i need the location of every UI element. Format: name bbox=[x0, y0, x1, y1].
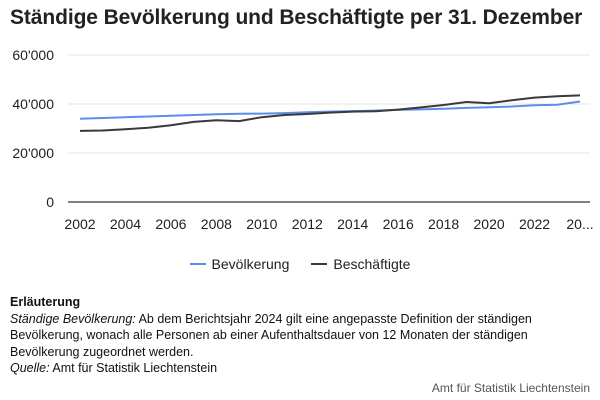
chart-legend: Bevölkerung Beschäftigte bbox=[0, 256, 600, 272]
notes-definition: Ständige Bevölkerung: Ab dem Berichtsjah… bbox=[10, 311, 570, 361]
definition-label: Ständige Bevölkerung: bbox=[10, 311, 136, 326]
definition-text: Ab dem Berichtsjahr 2024 gilt eine angep… bbox=[10, 311, 532, 359]
legend-label-beschaeftigte: Beschäftigte bbox=[333, 256, 411, 272]
x-tick-label: 2010 bbox=[246, 216, 277, 232]
x-tick-label: 20... bbox=[566, 216, 593, 232]
footer-credit: Amt für Statistik Liechtenstein bbox=[431, 381, 590, 395]
chart-title: Ständige Bevölkerung und Beschäftigte pe… bbox=[10, 6, 583, 29]
legend-item-bevoelkerung[interactable]: Bevölkerung bbox=[189, 256, 290, 272]
y-tick-label: 60'000 bbox=[12, 47, 54, 63]
legend-label-bevoelkerung: Bevölkerung bbox=[211, 256, 290, 272]
y-tick-label: 0 bbox=[46, 194, 54, 210]
notes-section: Erläuterung Ständige Bevölkerung: Ab dem… bbox=[10, 294, 570, 377]
y-tick-label: 40'000 bbox=[12, 96, 54, 112]
source-text: Amt für Statistik Liechtenstein bbox=[49, 361, 218, 375]
legend-swatch-beschaeftigte bbox=[311, 263, 328, 265]
notes-source: Quelle: Amt für Statistik Liechtenstein bbox=[10, 360, 570, 377]
x-tick-label: 2002 bbox=[64, 216, 95, 232]
notes-heading: Erläuterung bbox=[10, 295, 81, 309]
y-tick-label: 20'000 bbox=[12, 145, 54, 161]
x-tick-label: 2014 bbox=[337, 216, 368, 232]
x-tick-label: 2004 bbox=[110, 216, 141, 232]
x-tick-label: 2020 bbox=[474, 216, 505, 232]
line-chart: 0 20'000 40'000 60'000 2002 2004 2006 2008 2010… bbox=[12, 47, 593, 232]
x-tick-label: 2008 bbox=[201, 216, 232, 232]
legend-item-beschaeftigte[interactable]: Beschäftigte bbox=[311, 256, 410, 272]
x-tick-label: 2006 bbox=[155, 216, 186, 232]
legend-swatch-bevoelkerung bbox=[189, 263, 206, 265]
x-tick-label: 2022 bbox=[519, 216, 550, 232]
x-tick-label: 2018 bbox=[428, 216, 459, 232]
x-tick-label: 2016 bbox=[383, 216, 414, 232]
series-line-beschaeftigte[interactable] bbox=[79, 94, 581, 132]
source-label: Quelle: bbox=[10, 361, 50, 375]
x-tick-label: 2012 bbox=[292, 216, 323, 232]
